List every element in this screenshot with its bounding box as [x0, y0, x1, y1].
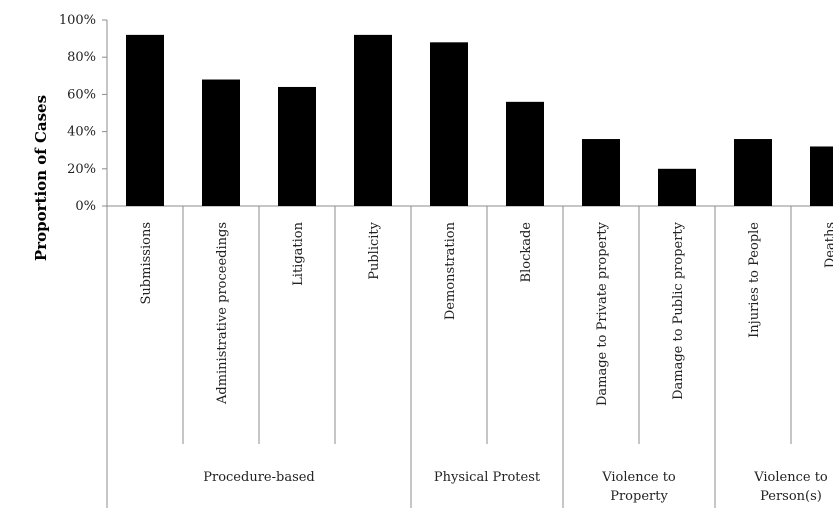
bar: [810, 146, 833, 206]
group-label: Property: [610, 489, 668, 504]
x-category-label: Submissions: [139, 222, 154, 304]
x-category-label: Blockade: [519, 222, 534, 283]
group-label: Violence to: [753, 470, 828, 485]
x-category-label: Publicity: [367, 221, 382, 279]
y-tick-label: 0%: [75, 199, 96, 214]
x-category-label: Demonstration: [443, 221, 458, 320]
group-label: Physical Protest: [434, 470, 541, 485]
bar: [658, 168, 696, 206]
bar: [278, 86, 316, 206]
x-category-label: Administrative proceedings: [215, 222, 230, 405]
y-tick-label: 20%: [67, 162, 96, 177]
group-label: Person(s): [760, 489, 822, 504]
x-category-label: Deaths: [823, 222, 833, 268]
y-tick-label: 80%: [67, 50, 96, 65]
bar: [430, 42, 468, 206]
x-category-label: Damage to Private property: [595, 221, 610, 406]
y-tick-label: 60%: [67, 87, 96, 102]
group-label: Violence to: [601, 470, 676, 485]
group-label: Procedure-based: [203, 470, 315, 485]
bar: [734, 139, 772, 206]
bar: [202, 79, 240, 206]
bar: [582, 139, 620, 206]
y-tick-label: 100%: [59, 13, 96, 28]
x-category-label: Litigation: [291, 221, 306, 285]
x-category-label: Damage to Public property: [671, 221, 686, 400]
bar: [354, 34, 392, 206]
y-axis-label: Proportion of Cases: [32, 95, 50, 261]
bar: [506, 101, 544, 206]
x-category-label: Injuries to People: [747, 222, 762, 338]
bar: [126, 34, 164, 206]
y-tick-label: 40%: [67, 125, 96, 140]
